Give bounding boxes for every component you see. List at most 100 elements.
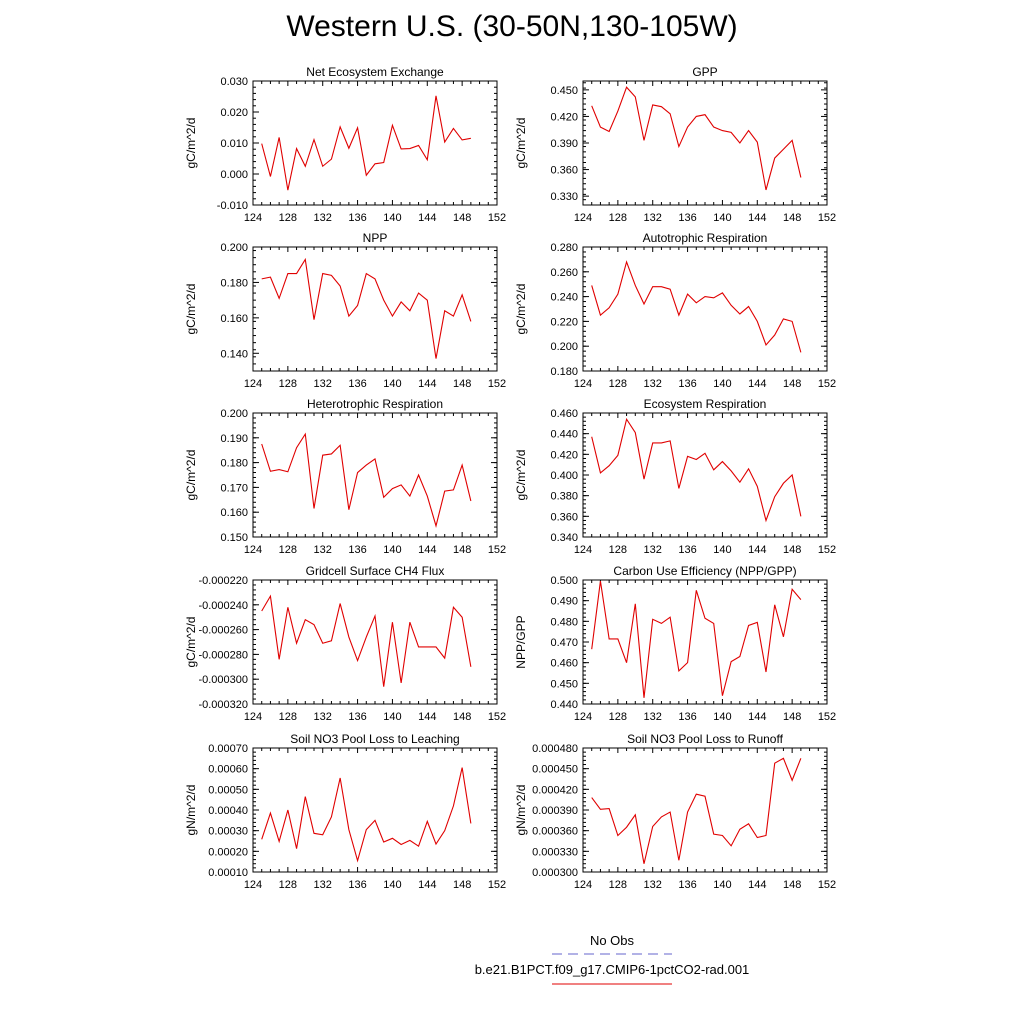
- panel-title: Gridcell Surface CH4 Flux: [306, 564, 445, 578]
- y-tick-label: 0.380: [550, 491, 578, 503]
- y-tick-label: 0.440: [550, 699, 578, 711]
- x-tick-label: 128: [609, 378, 627, 390]
- x-tick-label: 152: [488, 378, 506, 390]
- y-tick-label: 0.360: [550, 511, 578, 523]
- series-line: [591, 417, 802, 523]
- x-tick-label: 144: [748, 378, 766, 390]
- x-tick-label: 136: [348, 212, 366, 224]
- y-tick-label: 0.460: [550, 408, 578, 420]
- x-tick-label: 136: [678, 711, 696, 723]
- y-tick-label: -0.000220: [198, 575, 248, 587]
- x-tick-label: 132: [644, 378, 662, 390]
- x-tick-label: 124: [244, 378, 262, 390]
- y-tick-label: 0.440: [550, 429, 578, 441]
- x-tick-label: 132: [644, 544, 662, 556]
- panel-ecosystem-respiration: Ecosystem Respiration gC/m^2/d 124 128 132 13…: [514, 397, 836, 556]
- y-tick-label: 0.020: [220, 107, 248, 119]
- y-tick-label: 0.140: [220, 348, 248, 360]
- y-tick-label: 0.220: [550, 316, 578, 328]
- y-tick-label: 0.420: [550, 111, 578, 123]
- y-tick-label: 0.000390: [532, 805, 578, 817]
- plot-frame: [582, 747, 828, 873]
- y-tick-label: 0.240: [550, 292, 578, 304]
- y-tick-label: 0.000300: [532, 867, 578, 879]
- y-tick-label: 0.000480: [532, 743, 578, 755]
- x-tick-label: 152: [818, 544, 836, 556]
- y-tick-label: 0.000360: [532, 826, 578, 838]
- x-tick-label: 124: [574, 378, 592, 390]
- x-tick-label: 132: [644, 212, 662, 224]
- x-tick-label: 132: [644, 879, 662, 891]
- x-tick-label: 152: [818, 212, 836, 224]
- panel-title: NPP: [363, 231, 388, 245]
- y-tick-label: -0.000280: [198, 649, 248, 661]
- x-tick-label: 132: [314, 879, 332, 891]
- panel-gpp: GPP gC/m^2/d 124 128 132 136 140 144 148 152 0.330…: [514, 65, 836, 224]
- x-tick-label: 136: [348, 544, 366, 556]
- x-tick-label: 144: [418, 378, 436, 390]
- y-tick-label: 0.260: [550, 267, 578, 279]
- x-tick-label: 128: [279, 879, 297, 891]
- y-tick-label: 0.490: [550, 596, 578, 608]
- legend-line-run: [552, 983, 672, 985]
- series-line: [261, 767, 472, 863]
- x-tick-label: 140: [713, 879, 731, 891]
- x-tick-label: 144: [748, 879, 766, 891]
- plot-frame: [252, 579, 498, 705]
- x-tick-label: 136: [678, 879, 696, 891]
- x-tick-label: 136: [348, 879, 366, 891]
- x-tick-label: 128: [279, 212, 297, 224]
- panel-title: Heterotrophic Respiration: [307, 397, 443, 411]
- y-axis-label: gC/m^2/d: [184, 118, 198, 169]
- y-tick-label: 0.200: [550, 341, 578, 353]
- plot-frame: [582, 80, 828, 206]
- x-tick-label: 148: [783, 378, 801, 390]
- x-tick-label: 144: [748, 544, 766, 556]
- x-tick-label: 144: [418, 711, 436, 723]
- x-tick-label: 152: [488, 212, 506, 224]
- x-tick-label: 128: [279, 711, 297, 723]
- y-tick-label: 0.00070: [208, 743, 248, 755]
- x-tick-label: 128: [609, 544, 627, 556]
- y-tick-label: 0.340: [550, 532, 578, 544]
- y-tick-label: 0.500: [550, 575, 578, 587]
- x-tick-label: 132: [314, 544, 332, 556]
- y-tick-label: 0.000: [220, 169, 248, 181]
- x-tick-label: 144: [418, 212, 436, 224]
- y-tick-label: 0.190: [220, 433, 248, 445]
- x-tick-label: 148: [783, 711, 801, 723]
- x-tick-label: 124: [574, 879, 592, 891]
- x-tick-label: 152: [488, 544, 506, 556]
- y-tick-label: 0.000330: [532, 846, 578, 858]
- panel-net-ecosystem-exchange: Net Ecosystem Exchange gC/m^2/d 124 128 132 1…: [184, 65, 506, 224]
- x-tick-label: 128: [609, 879, 627, 891]
- x-tick-label: 124: [244, 879, 262, 891]
- y-tick-label: 0.160: [220, 313, 248, 325]
- panel-title: Soil NO3 Pool Loss to Leaching: [290, 732, 459, 746]
- x-tick-label: 136: [348, 711, 366, 723]
- x-tick-label: 140: [713, 544, 731, 556]
- x-tick-label: 132: [644, 711, 662, 723]
- panel-title: GPP: [692, 65, 717, 79]
- y-tick-label: 0.00040: [208, 805, 248, 817]
- y-tick-label: 0.160: [220, 507, 248, 519]
- y-axis-label: gC/m^2/d: [184, 284, 198, 335]
- panel-autotrophic-respiration: Autotrophic Respiration gC/m^2/d 124 128 132…: [514, 231, 836, 390]
- y-tick-label: 0.030: [220, 76, 248, 88]
- series-line: [591, 580, 802, 698]
- series-line: [261, 257, 472, 359]
- x-tick-label: 124: [574, 711, 592, 723]
- panel-soil-no3-pool-loss-to-leaching: Soil NO3 Pool Loss to Leaching gN/m^2/d 12…: [184, 732, 506, 891]
- x-tick-label: 124: [244, 212, 262, 224]
- x-tick-label: 152: [488, 711, 506, 723]
- x-tick-label: 128: [609, 212, 627, 224]
- panel-carbon-use-efficiency-npp-gpp: Carbon Use Efficiency (NPP/GPP) NPP/GPP 12…: [514, 564, 836, 723]
- y-tick-label: 0.150: [220, 532, 248, 544]
- y-tick-label: 0.450: [550, 85, 578, 97]
- x-tick-label: 148: [453, 879, 471, 891]
- legend-line-no-obs: [552, 953, 672, 955]
- y-tick-label: 0.390: [550, 138, 578, 150]
- series-line: [591, 757, 802, 864]
- y-tick-label: 0.400: [550, 470, 578, 482]
